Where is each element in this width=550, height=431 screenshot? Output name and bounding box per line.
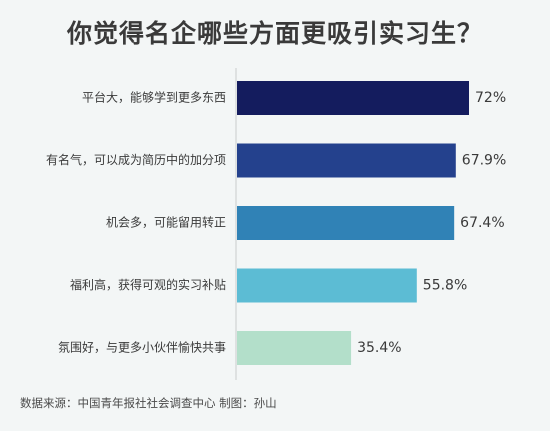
bar bbox=[237, 81, 469, 115]
category-label: 福利高，获得可观的实习补贴 bbox=[70, 277, 226, 292]
bars-group: 平台大，能够学到更多东西 72% 有名气，可以成为简历中的加分项 67.9% 机会多，可… bbox=[46, 81, 506, 365]
category-label: 有名气，可以成为简历中的加分项 bbox=[46, 152, 226, 167]
value-label: 35.4% bbox=[357, 340, 401, 356]
value-label: 72% bbox=[475, 90, 506, 106]
bar bbox=[237, 268, 417, 303]
category-label: 机会多，可能留用转正 bbox=[106, 215, 226, 230]
chart-title: 你觉得名企哪些方面更吸引实习生？ bbox=[66, 19, 483, 48]
value-label: 67.4% bbox=[460, 215, 504, 231]
bar bbox=[237, 206, 455, 240]
bar bbox=[237, 331, 352, 365]
category-label: 氛围好，与更多小伙伴愉快共事 bbox=[58, 340, 226, 355]
value-label: 67.9% bbox=[462, 153, 506, 169]
value-label: 55.8% bbox=[423, 278, 467, 294]
bar bbox=[237, 143, 456, 178]
category-label: 平台大，能够学到更多东西 bbox=[82, 90, 226, 105]
source-note: 数据来源：中国青年报社社会调查中心 制图：孙山 bbox=[20, 396, 277, 410]
